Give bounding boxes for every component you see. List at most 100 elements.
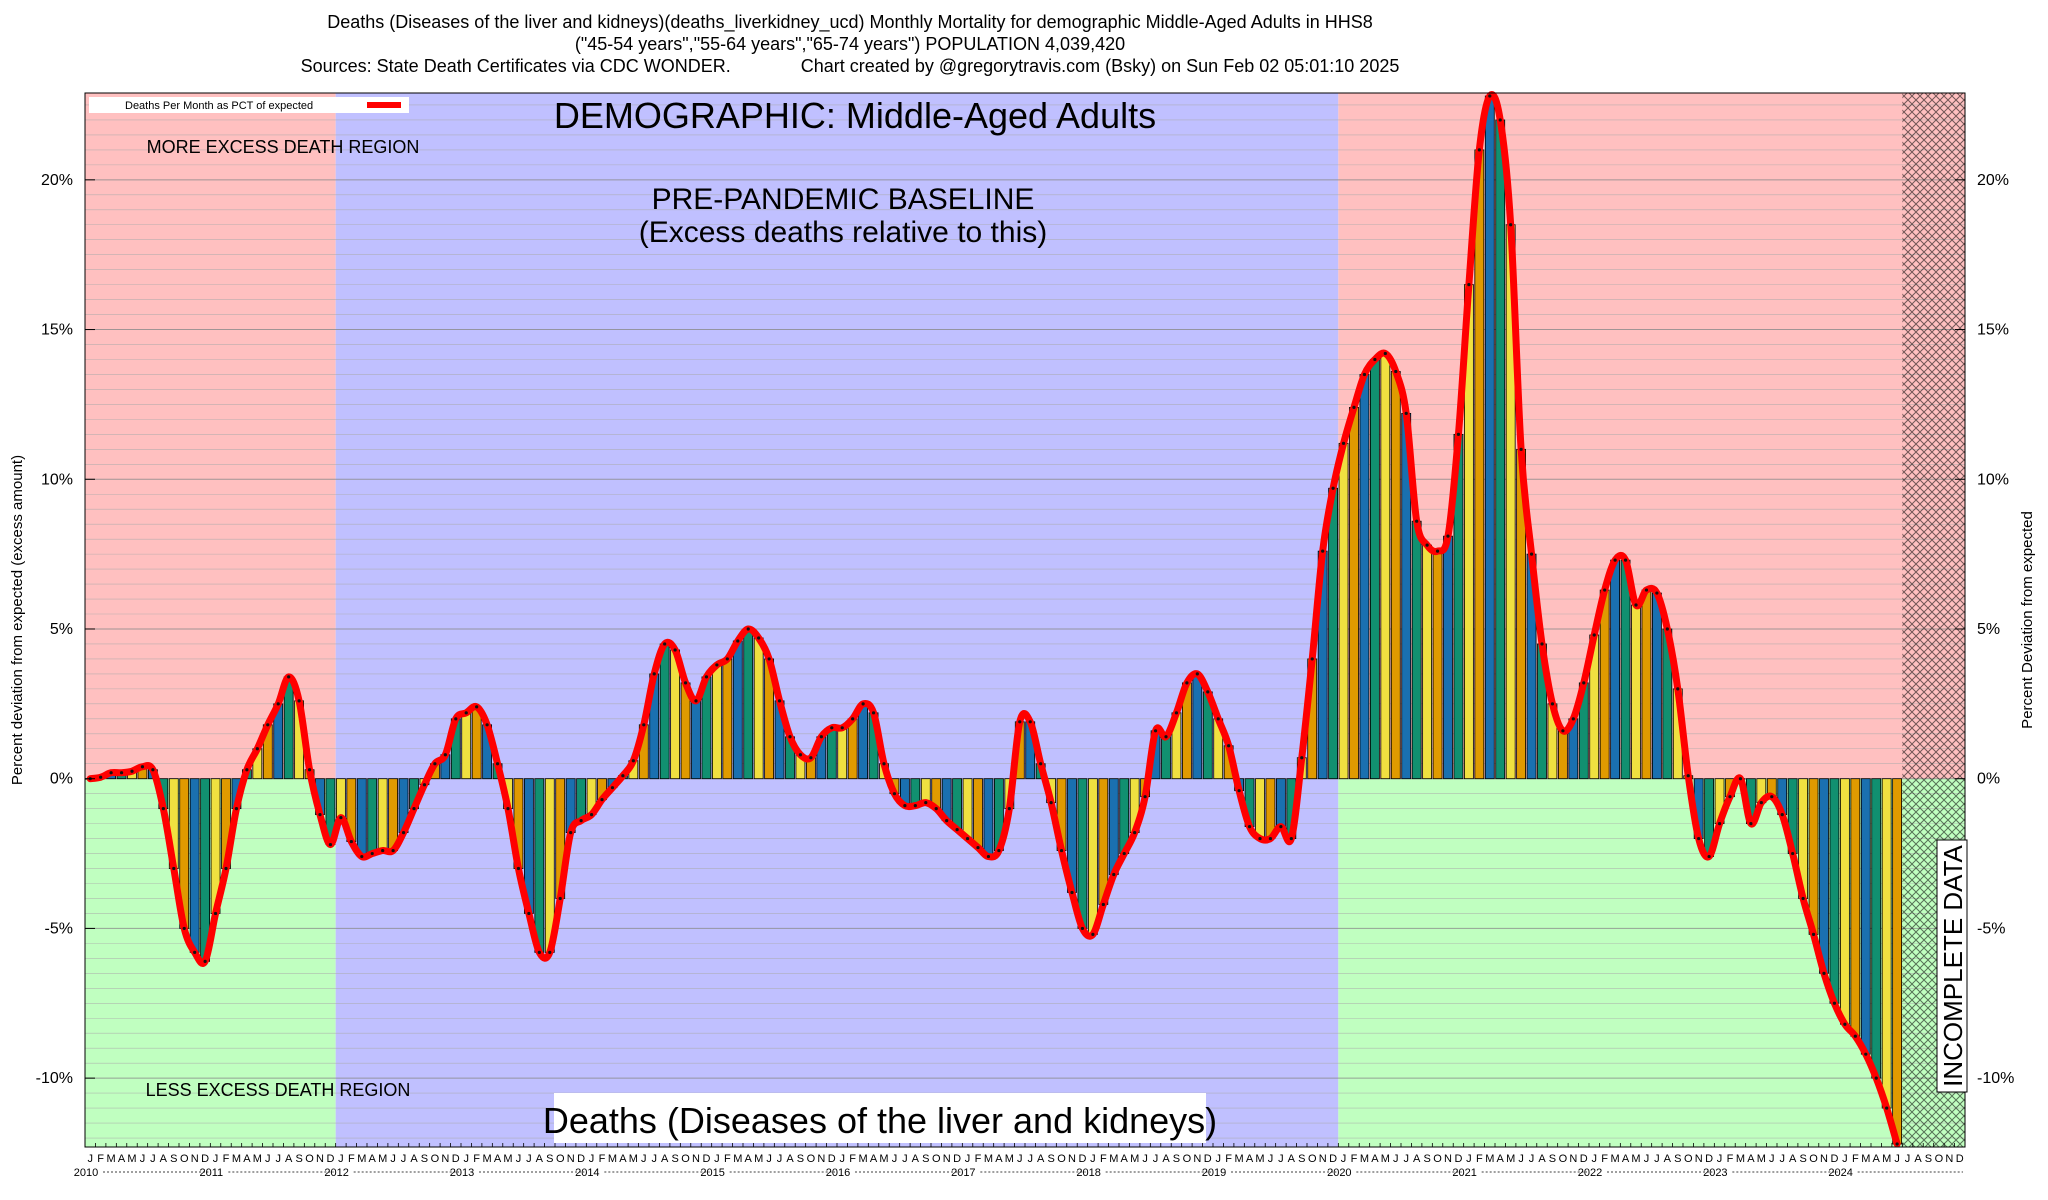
x-month-label: M (1235, 1153, 1244, 1165)
x-month-label: D (1956, 1153, 1964, 1165)
x-month-label: J (526, 1153, 532, 1165)
data-point (1059, 848, 1064, 853)
less-excess-region-left (85, 778, 336, 1147)
data-point (1822, 971, 1826, 975)
x-month-label: N (943, 1153, 951, 1165)
bar (858, 703, 869, 780)
data-point (1697, 836, 1701, 841)
data-point (986, 854, 991, 859)
x-month-label: J (1591, 1153, 1597, 1165)
bar (1599, 589, 1610, 780)
x-month-label: A (1664, 1153, 1672, 1165)
data-point (203, 959, 207, 963)
data-point (454, 717, 458, 721)
data-point (1717, 822, 1722, 826)
bar (1411, 520, 1422, 780)
data-point (1738, 777, 1743, 781)
data-point (924, 801, 928, 805)
data-point (1425, 543, 1429, 547)
data-point (1561, 729, 1565, 733)
x-month-label: A (619, 1153, 627, 1165)
data-point (913, 804, 917, 808)
x-month-label: J (213, 1153, 219, 1165)
bar (1819, 778, 1829, 974)
y-tick-label-left: -10% (36, 1070, 73, 1087)
x-month-label: S (1298, 1153, 1305, 1165)
x-year-label: 2012 (324, 1167, 348, 1179)
bar (377, 778, 388, 851)
bar (576, 778, 587, 822)
chart-header-line-1: Deaths (Diseases of the liver and kidney… (327, 12, 1373, 32)
bar (1631, 604, 1641, 780)
data-point (255, 747, 259, 751)
data-point (1394, 369, 1398, 374)
bar (691, 700, 701, 780)
bar (659, 643, 670, 780)
data-point (1843, 1022, 1847, 1026)
x-month-label: M (1381, 1153, 1390, 1165)
data-point (245, 768, 249, 772)
y-tick-label-right: 15% (1977, 322, 2009, 339)
data-point (1195, 672, 1199, 676)
data-point (610, 786, 615, 790)
y-axis-title-right: Percent Deviation from expected (2019, 511, 2036, 729)
x-month-label: O (1935, 1153, 1944, 1165)
x-month-label: A (912, 1153, 920, 1165)
data-point (1247, 825, 1252, 829)
data-point (861, 702, 865, 706)
x-month-label: M (1611, 1153, 1620, 1165)
data-point (1801, 896, 1805, 901)
x-month-label: F (1476, 1153, 1483, 1165)
x-month-label: M (1255, 1153, 1264, 1165)
x-month-label: M (608, 1153, 617, 1165)
bar (962, 778, 973, 839)
data-point (1112, 872, 1116, 877)
x-month-label: S (1047, 1153, 1054, 1165)
bar (1161, 736, 1171, 780)
bar (1390, 371, 1401, 780)
x-month-label: M (629, 1153, 638, 1165)
x-month-label: O (807, 1153, 816, 1165)
x-month-label: O (305, 1153, 314, 1165)
data-point (172, 866, 176, 871)
bar (1255, 778, 1265, 839)
data-point (1018, 720, 1022, 724)
data-point (1509, 223, 1513, 227)
data-point (725, 657, 729, 661)
x-month-label: M (1485, 1153, 1494, 1165)
x-month-label: A (1538, 1153, 1546, 1165)
x-month-label: A (661, 1153, 669, 1165)
data-point (558, 896, 562, 901)
x-month-label: D (452, 1153, 460, 1165)
x-month-label: S (170, 1153, 177, 1165)
x-year-label: 2015 (700, 1167, 724, 1179)
x-month-label: A (494, 1153, 502, 1165)
x-month-label: A (1497, 1153, 1505, 1165)
x-year-label: 2016 (826, 1167, 850, 1179)
x-month-label: J (150, 1153, 156, 1165)
x-month-label: M (879, 1153, 888, 1165)
bar (1850, 778, 1861, 1037)
x-month-label: A (1121, 1153, 1129, 1165)
baseline-label-line-1: PRE-PANDEMIC BASELINE (652, 183, 1035, 216)
data-point (1185, 681, 1189, 685)
x-month-label: J (714, 1153, 720, 1165)
x-month-label: S (1173, 1153, 1180, 1165)
data-point (934, 807, 938, 811)
x-month-label: J (1278, 1153, 1284, 1165)
data-point (1488, 94, 1492, 98)
x-month-label: J (338, 1153, 344, 1165)
data-point (339, 816, 343, 820)
x-month-label: D (1454, 1153, 1462, 1165)
data-point (1049, 801, 1053, 805)
x-month-label: N (1820, 1153, 1828, 1165)
x-month-label: O (1559, 1153, 1568, 1165)
legend-box (89, 97, 409, 113)
x-month-label: A (1246, 1153, 1254, 1165)
data-point (182, 926, 186, 931)
data-point (1321, 549, 1325, 553)
bar (1443, 535, 1453, 780)
data-point (276, 702, 280, 706)
x-month-label: A (1413, 1153, 1421, 1165)
bar (952, 778, 963, 831)
